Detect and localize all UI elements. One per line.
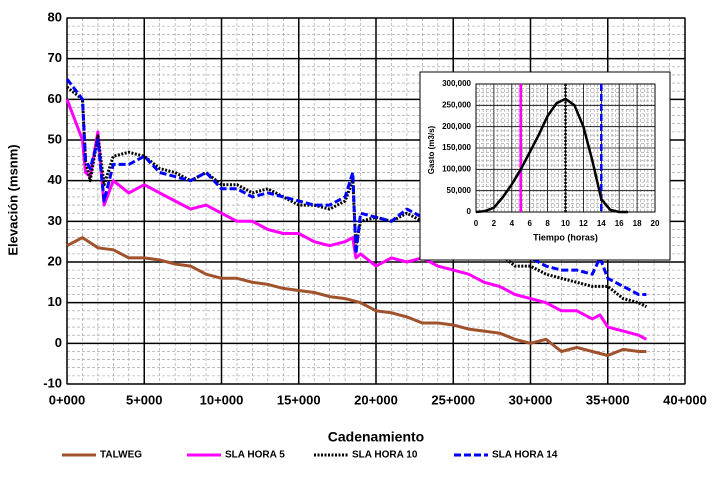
y-tick-label: 70 (48, 50, 62, 65)
x-axis-label: Cadenamiento (328, 429, 424, 445)
y-tick-label: 250,000 (442, 100, 471, 109)
y-tick-label: 150,000 (442, 143, 471, 152)
x-tick-label: 15+000 (277, 392, 321, 407)
y-tick-label: 40 (48, 172, 62, 187)
x-tick-label: 8 (545, 219, 550, 228)
x-tick-label: 4 (510, 219, 515, 228)
x-tick-label: 20 (651, 219, 660, 228)
x-tick-label: 40+000 (663, 392, 707, 407)
y-axis-label: Elevación (msnm) (5, 144, 20, 255)
x-tick-label: 30+000 (509, 392, 553, 407)
y-tick-label: -10 (43, 375, 62, 390)
y-tick-label: 50,000 (447, 186, 472, 195)
x-tick-label: 10 (561, 219, 570, 228)
y-tick-label: 200,000 (442, 122, 471, 131)
x-tick-label: 0 (474, 219, 479, 228)
x-tick-label: 14 (597, 219, 606, 228)
y-tick-label: 300,000 (442, 79, 471, 88)
x-tick-label: 18 (633, 219, 642, 228)
legend-label: TALWEG (100, 450, 142, 461)
series-line (66, 236, 647, 357)
x-tick-label: 20+000 (354, 392, 398, 407)
x-tick-label: 25+000 (431, 392, 475, 407)
legend-label: SLA HORA 10 (352, 450, 418, 461)
series-line (65, 98, 648, 341)
x-tick-label: 12 (579, 219, 588, 228)
x-tick-label: 35+000 (586, 392, 630, 407)
plot-border (66, 17, 686, 385)
x-axis-label: Tiempo (horas) (533, 232, 598, 242)
x-tick-label: 2 (492, 219, 497, 228)
x-tick-label: 0+000 (49, 392, 86, 407)
legend-label: SLA HORA 5 (225, 450, 285, 461)
y-tick-label: 80 (48, 9, 62, 24)
y-tick-label: 30 (48, 213, 62, 228)
y-tick-label: 100,000 (442, 164, 471, 173)
legend-label: SLA HORA 14 (492, 450, 558, 461)
y-tick-label: 20 (48, 253, 62, 268)
x-tick-label: 6 (527, 219, 532, 228)
x-tick-label: 5+000 (126, 392, 163, 407)
y-tick-label: 0 (467, 207, 472, 216)
y-tick-label: 0 (55, 335, 62, 350)
y-tick-label: 50 (48, 131, 62, 146)
y-tick-label: 60 (48, 91, 62, 106)
x-tick-label: 10+000 (200, 392, 244, 407)
y-axis-label: Gasto (m3/s) (427, 125, 436, 174)
series-line (65, 78, 647, 296)
x-tick-label: 16 (615, 219, 624, 228)
y-tick-label: 10 (48, 294, 62, 309)
series-line (475, 97, 629, 214)
